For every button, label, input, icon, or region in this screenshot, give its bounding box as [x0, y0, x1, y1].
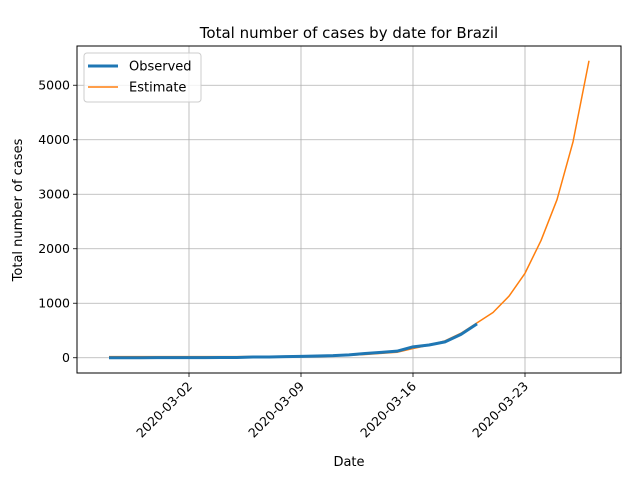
y-tick-label: 0	[62, 350, 70, 365]
y-tick-label: 5000	[38, 78, 70, 93]
y-axis-label: Total number of cases	[11, 138, 26, 282]
x-axis-label: Date	[333, 455, 364, 470]
y-tick-label: 4000	[38, 132, 70, 147]
y-tick-label: 1000	[38, 296, 70, 311]
y-tick-label: 3000	[38, 187, 70, 202]
y-tick-label: 2000	[38, 241, 70, 256]
plot-frame	[76, 45, 622, 374]
series-layer	[109, 60, 590, 360]
series-line-observed	[109, 322, 478, 360]
legend-label-estimate: Estimate	[129, 81, 186, 96]
y-axis-ticks: 0 1000 2000 3000 4000 5000	[38, 78, 77, 365]
legend: Observed Estimate	[83, 52, 202, 103]
legend-label-observed: Observed	[129, 60, 192, 75]
chart-title: Total number of cases by date for Brazil	[199, 24, 498, 42]
